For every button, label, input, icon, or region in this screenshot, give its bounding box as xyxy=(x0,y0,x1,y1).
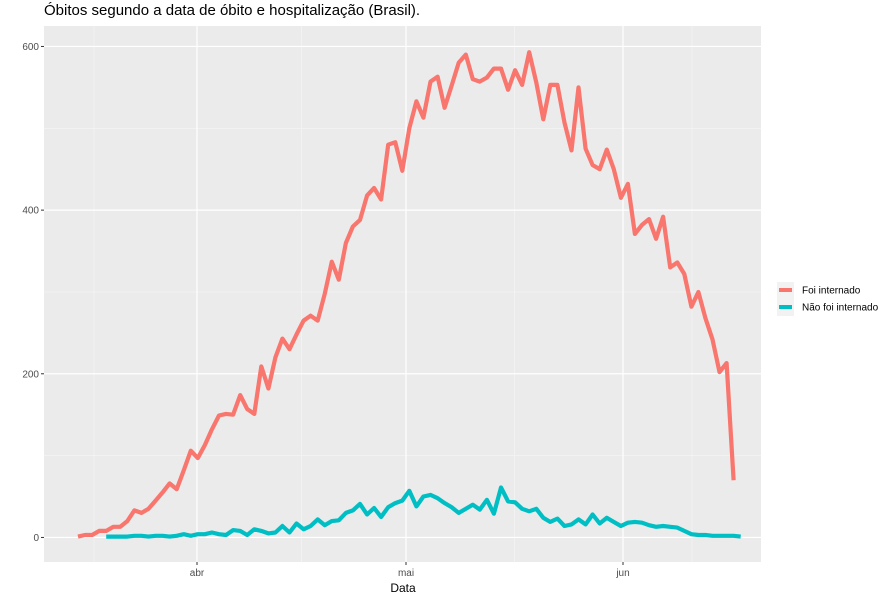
chart-title: Óbitos segundo a data de óbito e hospita… xyxy=(44,2,421,19)
x-tick-label: abr xyxy=(190,568,205,579)
y-tick-label: 600 xyxy=(22,42,39,53)
legend-label: Não foi internado xyxy=(802,303,879,314)
x-tick-label: jun xyxy=(615,568,629,579)
plot-panel xyxy=(44,26,761,562)
series-line-2 xyxy=(106,485,741,539)
y-tick-label: 400 xyxy=(22,206,39,217)
series-layer xyxy=(77,50,741,539)
x-tick-label: mai xyxy=(398,568,414,579)
x-axis-title: Data xyxy=(390,581,416,595)
x-axis: abr mai jun xyxy=(190,562,630,579)
legend: Foi internado Não foi internado xyxy=(777,282,879,316)
legend-label: Foi internado xyxy=(802,286,861,297)
y-tick-label: 200 xyxy=(22,369,39,380)
y-tick-label: 0 xyxy=(33,533,39,544)
series-line-1 xyxy=(77,50,736,539)
y-axis: 0 200 400 600 xyxy=(22,42,44,544)
grid-layer xyxy=(44,26,761,562)
